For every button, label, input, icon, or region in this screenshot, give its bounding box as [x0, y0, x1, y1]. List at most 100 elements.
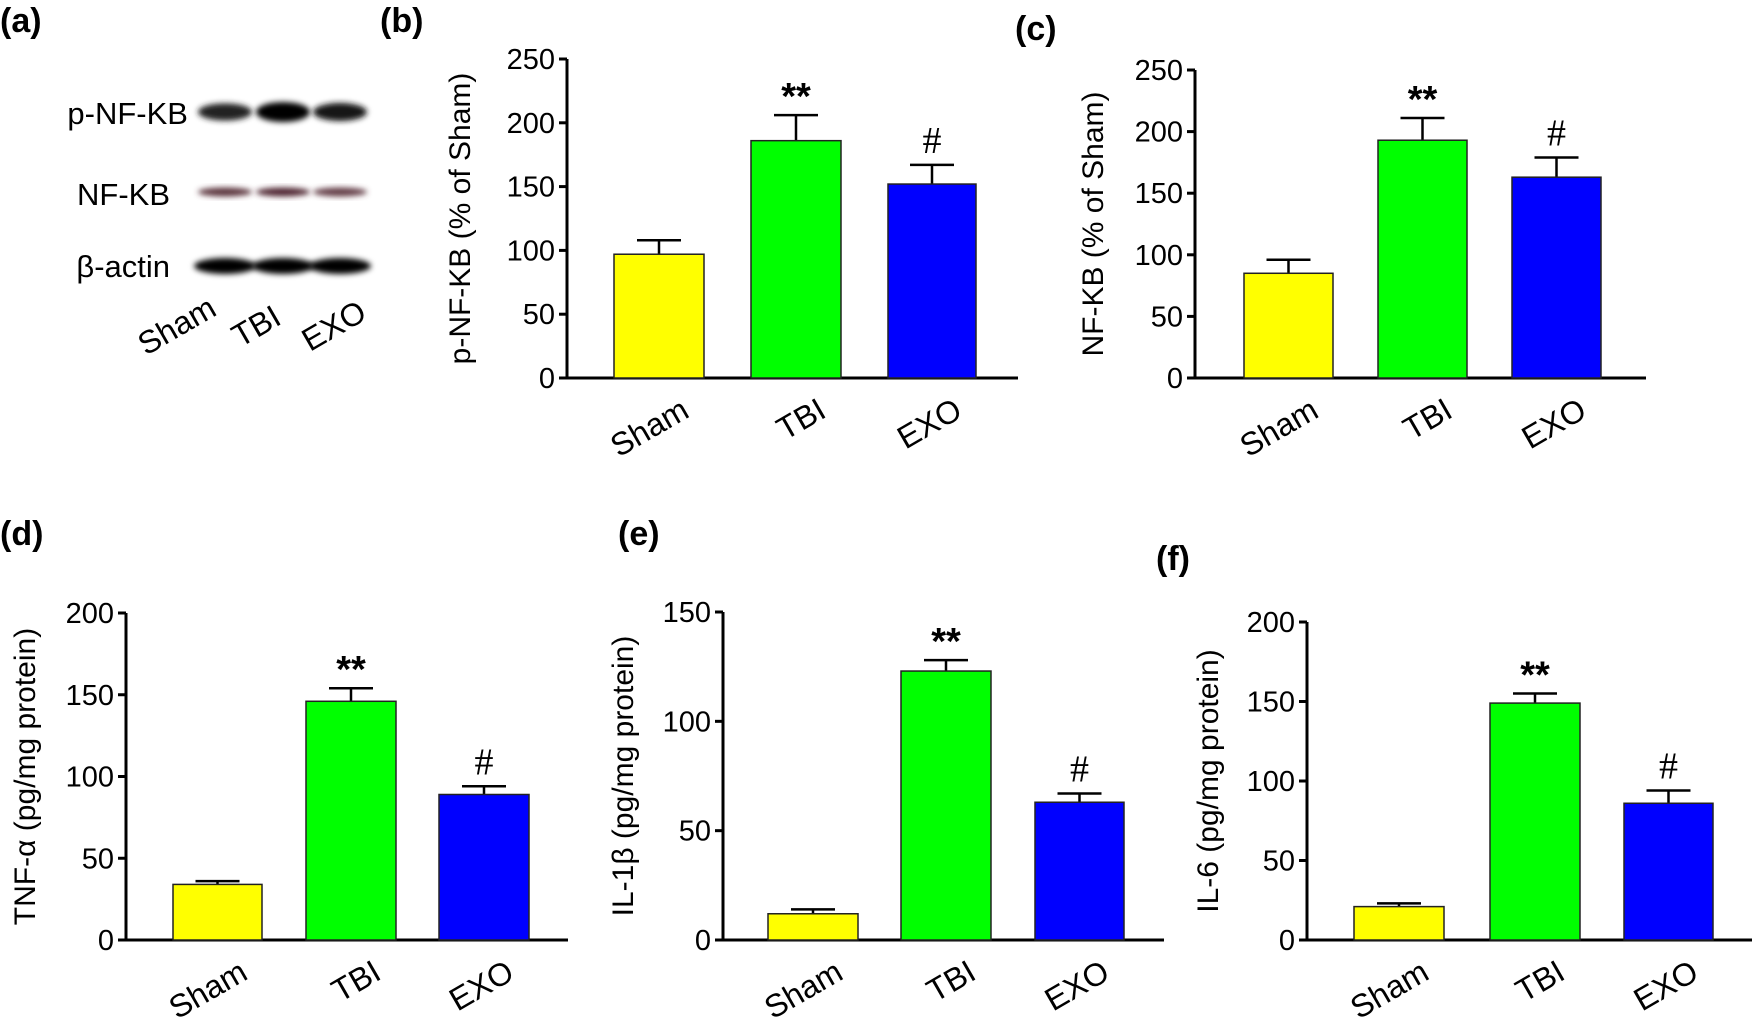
- x-tick-label-tbi: TBI: [325, 953, 386, 1009]
- significance-hash: #: [1070, 748, 1089, 790]
- y-tick-label: 150: [1247, 687, 1295, 719]
- bar-tbi: [750, 139, 842, 379]
- y-tick-label: 50: [679, 816, 711, 848]
- bar-exo: [438, 793, 530, 941]
- significance-stars: **: [931, 621, 961, 663]
- chart-panel-b: (b) 0 50 100 150 200 250 p-NF-KB (% of Sham) Sha…: [380, 2, 1018, 464]
- chart-panel-d: (d) 0 50 100 150 200 TNF-α (pg/mg protein) Sham…: [0, 515, 568, 1020]
- y-tick-label: 150: [507, 172, 555, 204]
- bar-sham: [1353, 905, 1445, 941]
- blot-band: [198, 187, 252, 197]
- blot-band: [256, 102, 310, 122]
- y-tick-label: 200: [66, 598, 114, 630]
- chart-panel-c: (c) 0 50 100 150 200 250 NF-KB (% of Sham) Sham *…: [1015, 10, 1646, 464]
- y-tick-label: 0: [1167, 363, 1183, 395]
- blot-band: [198, 103, 252, 121]
- bar-tbi: [900, 670, 992, 941]
- bar-tbi: [1489, 702, 1581, 941]
- blot-lane-labels: Sham TBI EXO: [132, 289, 373, 362]
- y-tick-label: 200: [1135, 117, 1183, 149]
- x-tick-label-tbi: TBI: [1509, 953, 1570, 1009]
- blot-row-label-nfkb: NF-KB: [77, 177, 170, 212]
- x-tick-label-sham: Sham: [758, 953, 848, 1020]
- y-tick-label: 100: [507, 235, 555, 267]
- x-tick-label-exo: EXO: [1627, 953, 1704, 1018]
- significance-hash: #: [1659, 746, 1678, 788]
- x-tick-label-exo: EXO: [1515, 391, 1592, 456]
- panel-label-e: (e): [618, 515, 660, 553]
- bar-sham: [613, 253, 705, 379]
- significance-stars: **: [781, 76, 811, 118]
- blot-lane-label-sham: Sham: [132, 289, 222, 362]
- y-axis-title: NF-KB (% of Sham): [1077, 91, 1110, 356]
- blot-bands: [194, 102, 371, 274]
- blot-row-label-beta-actin: β-actin: [76, 249, 170, 284]
- bar-sham: [172, 883, 263, 941]
- chart-panel-e: (e) 0 50 100 150 IL-1β (pg/mg protein) Sham ** T…: [607, 515, 1164, 1020]
- y-tick-label: 100: [1135, 240, 1183, 272]
- y-tick-label: 250: [507, 44, 555, 76]
- y-tick-label: 0: [1279, 925, 1295, 957]
- bar-exo: [1034, 801, 1125, 941]
- y-tick-label: 100: [1247, 766, 1295, 798]
- blot-band: [252, 258, 314, 274]
- blot-lane-label-exo: EXO: [296, 293, 373, 358]
- x-tick-label-tbi: TBI: [920, 953, 981, 1009]
- bar-tbi: [305, 700, 397, 941]
- significance-stars: **: [1408, 79, 1438, 121]
- y-tick-label: 150: [1135, 178, 1183, 210]
- x-tick-label-sham: Sham: [604, 391, 694, 464]
- y-tick-label: 50: [1151, 301, 1183, 333]
- bar-sham: [767, 913, 859, 941]
- y-tick-label: 100: [66, 762, 114, 794]
- x-tick-label-tbi: TBI: [770, 391, 831, 447]
- panel-label-d: (d): [0, 515, 43, 553]
- bar-exo: [887, 183, 977, 379]
- x-tick-label-tbi: TBI: [1397, 391, 1458, 447]
- x-tick-label-exo: EXO: [443, 953, 520, 1018]
- y-axis-title: p-NF-KB (% of Sham): [444, 73, 477, 365]
- y-axis-title: TNF-α (pg/mg protein): [9, 628, 42, 925]
- bar-exo: [1511, 176, 1602, 379]
- y-tick-label: 50: [523, 299, 555, 331]
- y-tick-label: 50: [82, 843, 114, 875]
- chart-panel-f: (f) 0 50 100 150 200 IL-6 (pg/mg protein) Sham *…: [1156, 540, 1752, 1020]
- y-tick-label: 250: [1135, 55, 1183, 87]
- significance-hash: #: [923, 120, 942, 162]
- panel-label-a: (a): [0, 2, 42, 40]
- x-tick-label-exo: EXO: [1038, 953, 1115, 1018]
- significance-stars: **: [336, 649, 366, 691]
- y-tick-label: 0: [98, 925, 114, 957]
- blot-row-label-p-nfkb: p-NF-KB: [67, 96, 188, 131]
- blot-band: [313, 187, 367, 197]
- y-tick-label: 150: [66, 680, 114, 712]
- significance-stars: **: [1520, 655, 1550, 697]
- y-tick-label: 200: [507, 108, 555, 140]
- panel-label-f: (f): [1156, 540, 1190, 578]
- blot-band: [309, 258, 371, 274]
- bar-exo: [1623, 802, 1714, 941]
- blot-lane-label-tbi: TBI: [226, 298, 287, 354]
- x-tick-label-exo: EXO: [891, 391, 968, 456]
- y-axis-title: IL-6 (pg/mg protein): [1192, 649, 1225, 912]
- blot-band: [313, 102, 367, 122]
- y-tick-label: 200: [1247, 607, 1295, 639]
- x-tick-label-sham: Sham: [1234, 391, 1324, 464]
- y-tick-label: 0: [695, 925, 711, 957]
- significance-hash: #: [475, 741, 494, 783]
- y-tick-label: 50: [1263, 846, 1295, 878]
- panel-a-western-blot: (a) p-NF-KB NF-KB β-actin Sham TBI EXO: [0, 2, 372, 362]
- y-tick-label: 0: [539, 363, 555, 395]
- x-tick-label-sham: Sham: [163, 953, 253, 1020]
- panel-label-c: (c): [1015, 10, 1057, 48]
- significance-hash: #: [1547, 112, 1566, 154]
- blot-band: [256, 187, 310, 197]
- panel-label-b: (b): [380, 2, 423, 40]
- y-tick-label: 150: [663, 597, 711, 629]
- blot-band: [194, 258, 256, 274]
- y-tick-label: 100: [663, 706, 711, 738]
- x-tick-label-sham: Sham: [1344, 953, 1434, 1020]
- bar-tbi: [1377, 139, 1468, 379]
